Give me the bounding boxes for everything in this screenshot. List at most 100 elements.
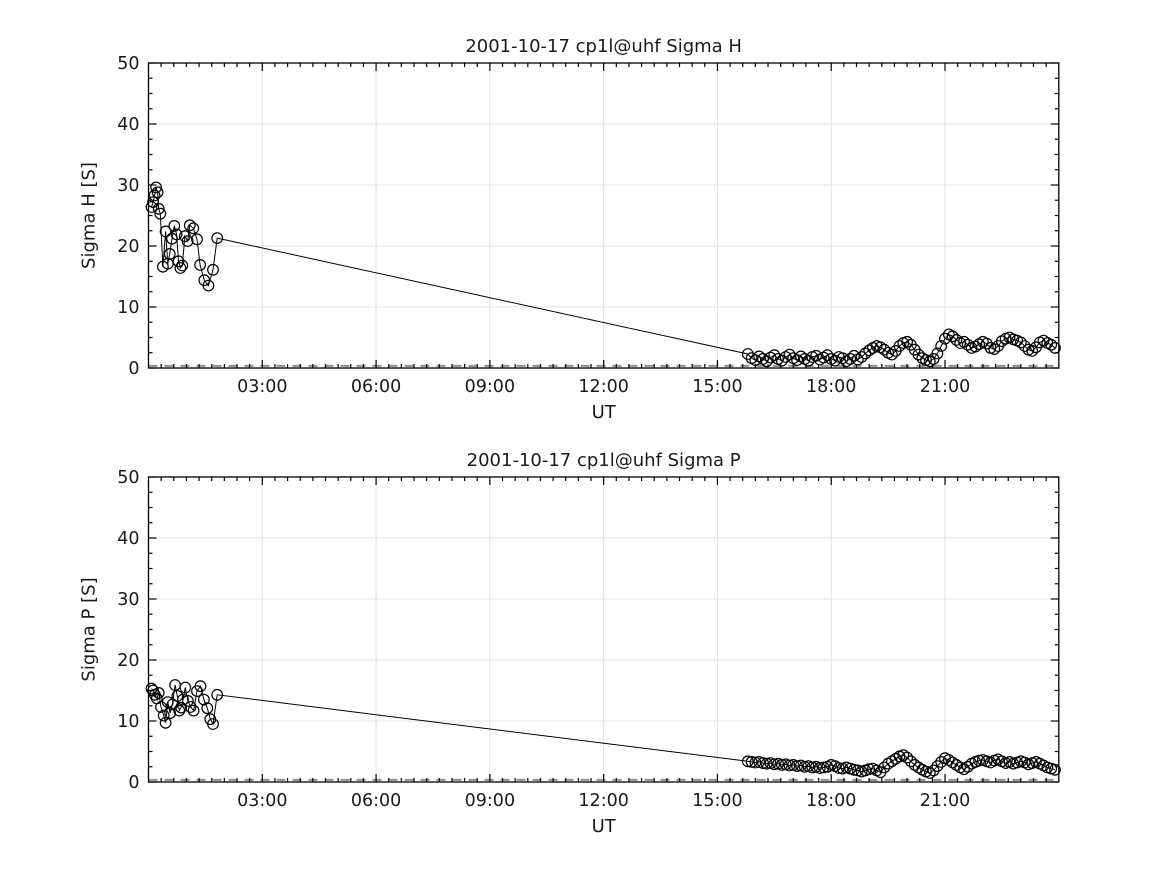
tick-marks [148,62,1059,369]
data-point-marker [813,762,826,774]
data-markers [145,679,1061,779]
x-tick-label: 15:00 [692,377,742,397]
y-tick-label: 20 [117,651,139,671]
x-tick-label: 06:00 [351,377,401,397]
data-point-marker [863,763,876,776]
panel-title: 2001-10-17 cp1l@uhf Sigma H [465,36,742,57]
data-point-marker [741,755,754,768]
data-point-marker [207,263,219,276]
data-point-marker [211,688,224,701]
data-point-marker [159,225,172,238]
data-point-marker [170,228,183,241]
data-point-marker [988,343,1001,356]
data-point-marker [817,761,830,774]
x-tick-label: 09:00 [465,377,515,397]
data-point-marker [836,352,849,365]
data-point-marker [148,189,161,202]
data-point-marker [152,202,165,215]
data-point-marker [832,762,845,774]
gridlines [148,63,1059,368]
gridlines [148,477,1059,782]
data-point-marker [901,335,913,348]
data-point-marker [171,690,184,702]
data-point-marker [152,687,165,699]
data-point-marker [145,682,158,695]
data-point-marker [791,760,803,772]
y-tick-label: 10 [117,298,139,318]
y-tick-label: 0 [128,359,139,379]
x-tick-label: 06:00 [351,791,401,811]
data-point-marker [768,758,781,771]
data-point-marker [912,348,925,361]
data-point-marker [1026,345,1039,357]
data-point-marker [181,695,194,707]
data-point-marker [821,349,834,362]
data-point-marker [181,235,194,248]
data-point-marker [179,681,192,694]
data-point-marker [154,207,167,220]
x-axis-label: UT [592,402,617,423]
y-tick-label: 40 [117,115,139,135]
data-point-marker [173,704,186,717]
data-point-marker [145,201,158,213]
data-point-marker [905,755,917,768]
y-tick-label: 20 [117,237,139,257]
data-point-marker [202,279,215,292]
x-tick-label: 03:00 [237,791,287,811]
data-point-marker [791,354,803,367]
data-point-marker [757,757,769,769]
data-point-marker [950,334,963,346]
data-point-marker [760,355,773,368]
data-point-marker [176,259,189,272]
data-point-marker [935,756,948,768]
data-point-marker [749,756,762,769]
data-point-marker [207,718,219,730]
x-tick-label: 18:00 [806,377,856,397]
y-tick-label: 10 [117,712,139,732]
data-markers [145,181,1061,368]
data-point-marker [783,759,796,772]
data-point-marker [939,332,951,345]
data-point-marker [741,348,754,360]
data-point-marker [1015,336,1027,349]
data-point-marker [757,353,769,365]
data-point-marker [776,354,788,367]
data-point-marker [878,761,891,774]
data-point-marker [783,348,796,361]
data-point-marker [194,680,207,693]
x-tick-label: 12:00 [578,377,628,397]
y-axis-label: Sigma P [S] [79,577,100,681]
x-tick-label: 21:00 [920,377,970,397]
data-point-marker [973,754,985,767]
data-point-marker [844,353,857,365]
data-point-marker [958,335,970,348]
data-point-marker [980,337,993,350]
data-point-marker [166,232,178,245]
data-point-marker [848,349,860,362]
data-point-marker [168,219,181,232]
x-tick-label: 12:00 [578,791,628,811]
panel-sigma-p: 2001-10-17 cp1l@uhf Sigma P 03:00 06:00 09:… [79,450,1061,837]
data-point-marker [946,330,959,343]
data-point-marker [175,701,188,714]
data-point-marker [901,751,913,764]
y-tick-label: 50 [117,54,139,74]
y-tick-label: 0 [128,773,139,793]
y-tick-label: 30 [117,590,139,610]
data-point-marker [806,761,819,774]
data-point-marker [798,760,811,773]
data-point-marker [745,756,758,768]
data-point-marker [859,347,872,360]
data-point-marker [184,701,197,713]
data-point-marker [961,338,974,351]
y-tick-label: 50 [117,468,139,488]
data-point-marker [760,757,773,770]
data-point-marker [810,349,822,362]
data-point-marker [886,348,898,361]
data-point-marker [164,707,177,719]
x-tick-label: 03:00 [237,377,287,397]
data-point-marker [935,340,948,352]
data-point-marker [1049,763,1061,776]
